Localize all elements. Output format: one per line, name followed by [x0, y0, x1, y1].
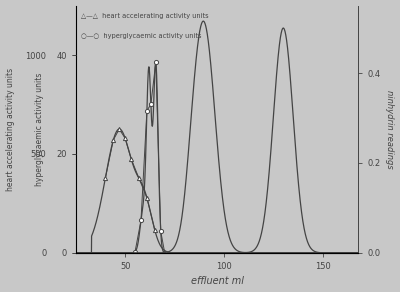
Text: hyperglycaemic activity units: hyperglycaemic activity units	[34, 72, 44, 186]
Text: △—△  heart accelerating activity units: △—△ heart accelerating activity units	[82, 13, 209, 19]
X-axis label: effluent ml: effluent ml	[190, 277, 244, 286]
Y-axis label: ninhydrin readings: ninhydrin readings	[386, 90, 394, 168]
Text: ○—○  hyperglycaemic activity units: ○—○ hyperglycaemic activity units	[82, 33, 202, 39]
Y-axis label: heart accelerating activity units: heart accelerating activity units	[6, 68, 14, 191]
